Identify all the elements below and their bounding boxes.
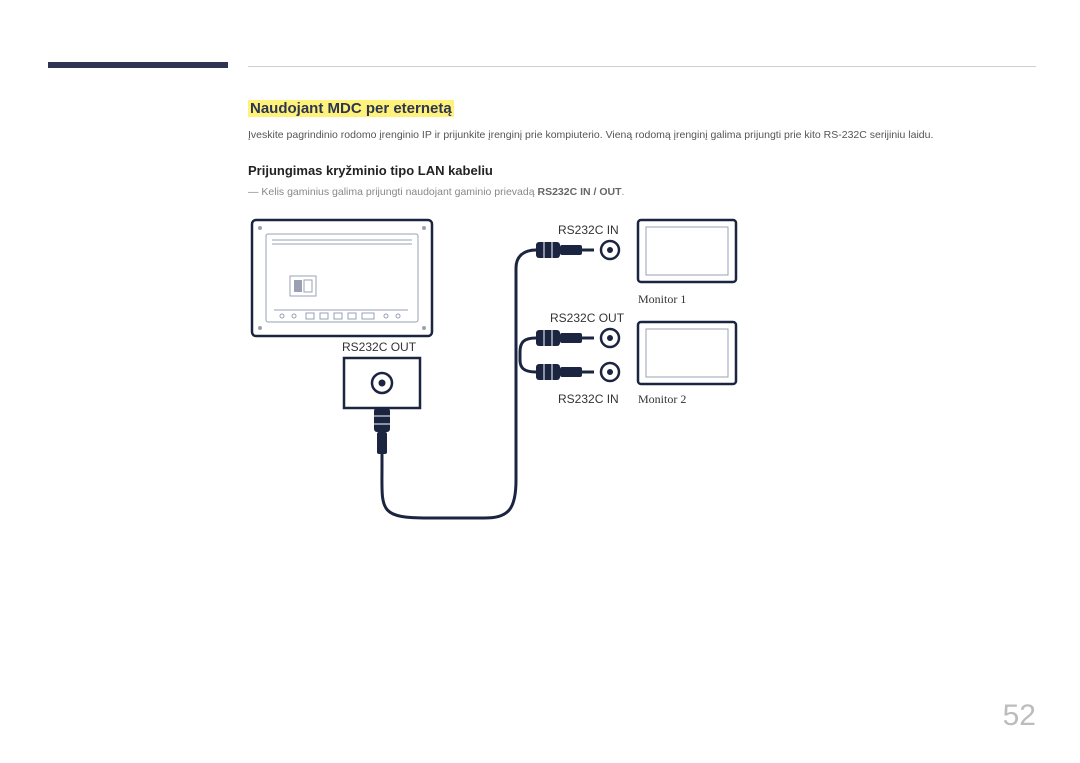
device-port-closeup: [344, 358, 420, 408]
label-mon2-name: Monitor 2: [638, 392, 686, 407]
device-back-panel: [252, 220, 432, 336]
section-title-text: Naudojant MDC per eternetą: [248, 100, 454, 117]
cable-mon1out-to-mon2in: [520, 338, 536, 372]
intro-paragraph: Įveskite pagrindinio rodomo įrenginio IP…: [248, 128, 1038, 144]
mon2-in-plug: [536, 364, 594, 380]
note-suffix: .: [622, 186, 625, 198]
top-separator: [248, 66, 1036, 67]
accent-bar: [48, 62, 228, 68]
note-line: ― Kelis gaminius galima prijungti naudoj…: [248, 186, 624, 198]
label-mon1-name: Monitor 1: [638, 292, 686, 307]
sub-heading: Prijungimas kryžminio tipo LAN kabeliu: [248, 163, 493, 178]
note-text: Kelis gaminius galima prijungti naudojan…: [261, 186, 537, 198]
label-mon1-in: RS232C IN: [558, 223, 619, 237]
label-mon1-out: RS232C OUT: [550, 311, 624, 325]
section-title: Naudojant MDC per eternetą: [248, 100, 454, 118]
mon1-in-plug: [536, 242, 594, 258]
mon1-out-plug: [536, 330, 594, 346]
label-mon2-in: RS232C IN: [558, 392, 619, 406]
page-number: 52: [1003, 699, 1036, 733]
monitor-1: [638, 220, 736, 282]
label-device-port: RS232C OUT: [342, 340, 416, 354]
note-bold: RS232C IN / OUT: [538, 186, 622, 198]
monitor-2: [638, 322, 736, 384]
connection-diagram: [248, 210, 1028, 540]
device-plug: [374, 408, 390, 466]
note-dash: ―: [248, 186, 259, 198]
